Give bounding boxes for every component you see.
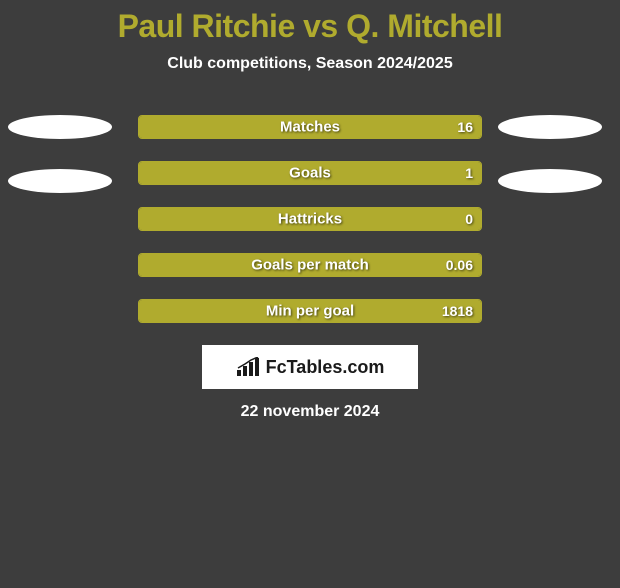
- stat-bar-label: Min per goal: [266, 303, 354, 320]
- source-logo-text: FcTables.com: [266, 357, 385, 378]
- stat-bar-value: 0: [465, 211, 473, 227]
- stat-bar-row: Min per goal 1818: [138, 299, 482, 323]
- left-avatar-column: [8, 115, 112, 193]
- stat-bar-value: 16: [457, 119, 473, 135]
- stat-bar-label: Goals: [289, 165, 331, 182]
- stat-bar-value: 1818: [442, 303, 473, 319]
- stat-bar-label: Matches: [280, 119, 340, 136]
- bar-chart-icon: [236, 357, 262, 377]
- stat-bar-value: 0.06: [446, 257, 473, 273]
- page-subtitle: Club competitions, Season 2024/2025: [0, 55, 620, 73]
- stat-bar-value: 1: [465, 165, 473, 181]
- source-logo: FcTables.com: [202, 345, 418, 389]
- date-label: 22 november 2024: [0, 403, 620, 421]
- avatar-placeholder-oval: [498, 169, 602, 193]
- stat-bar-label: Goals per match: [251, 257, 369, 274]
- avatar-placeholder-oval: [8, 169, 112, 193]
- right-avatar-column: [498, 115, 602, 193]
- page-title: Paul Ritchie vs Q. Mitchell: [0, 8, 620, 45]
- stat-bar-row: Goals 1: [138, 161, 482, 185]
- avatar-placeholder-oval: [8, 115, 112, 139]
- avatar-placeholder-oval: [498, 115, 602, 139]
- comparison-content: Matches 16 Goals 1 Hattricks 0 Goals per…: [0, 115, 620, 421]
- stat-bar-row: Matches 16: [138, 115, 482, 139]
- stat-bar-label: Hattricks: [278, 211, 342, 228]
- stat-bar-row: Goals per match 0.06: [138, 253, 482, 277]
- stat-bar-row: Hattricks 0: [138, 207, 482, 231]
- stat-bars: Matches 16 Goals 1 Hattricks 0 Goals per…: [138, 115, 482, 323]
